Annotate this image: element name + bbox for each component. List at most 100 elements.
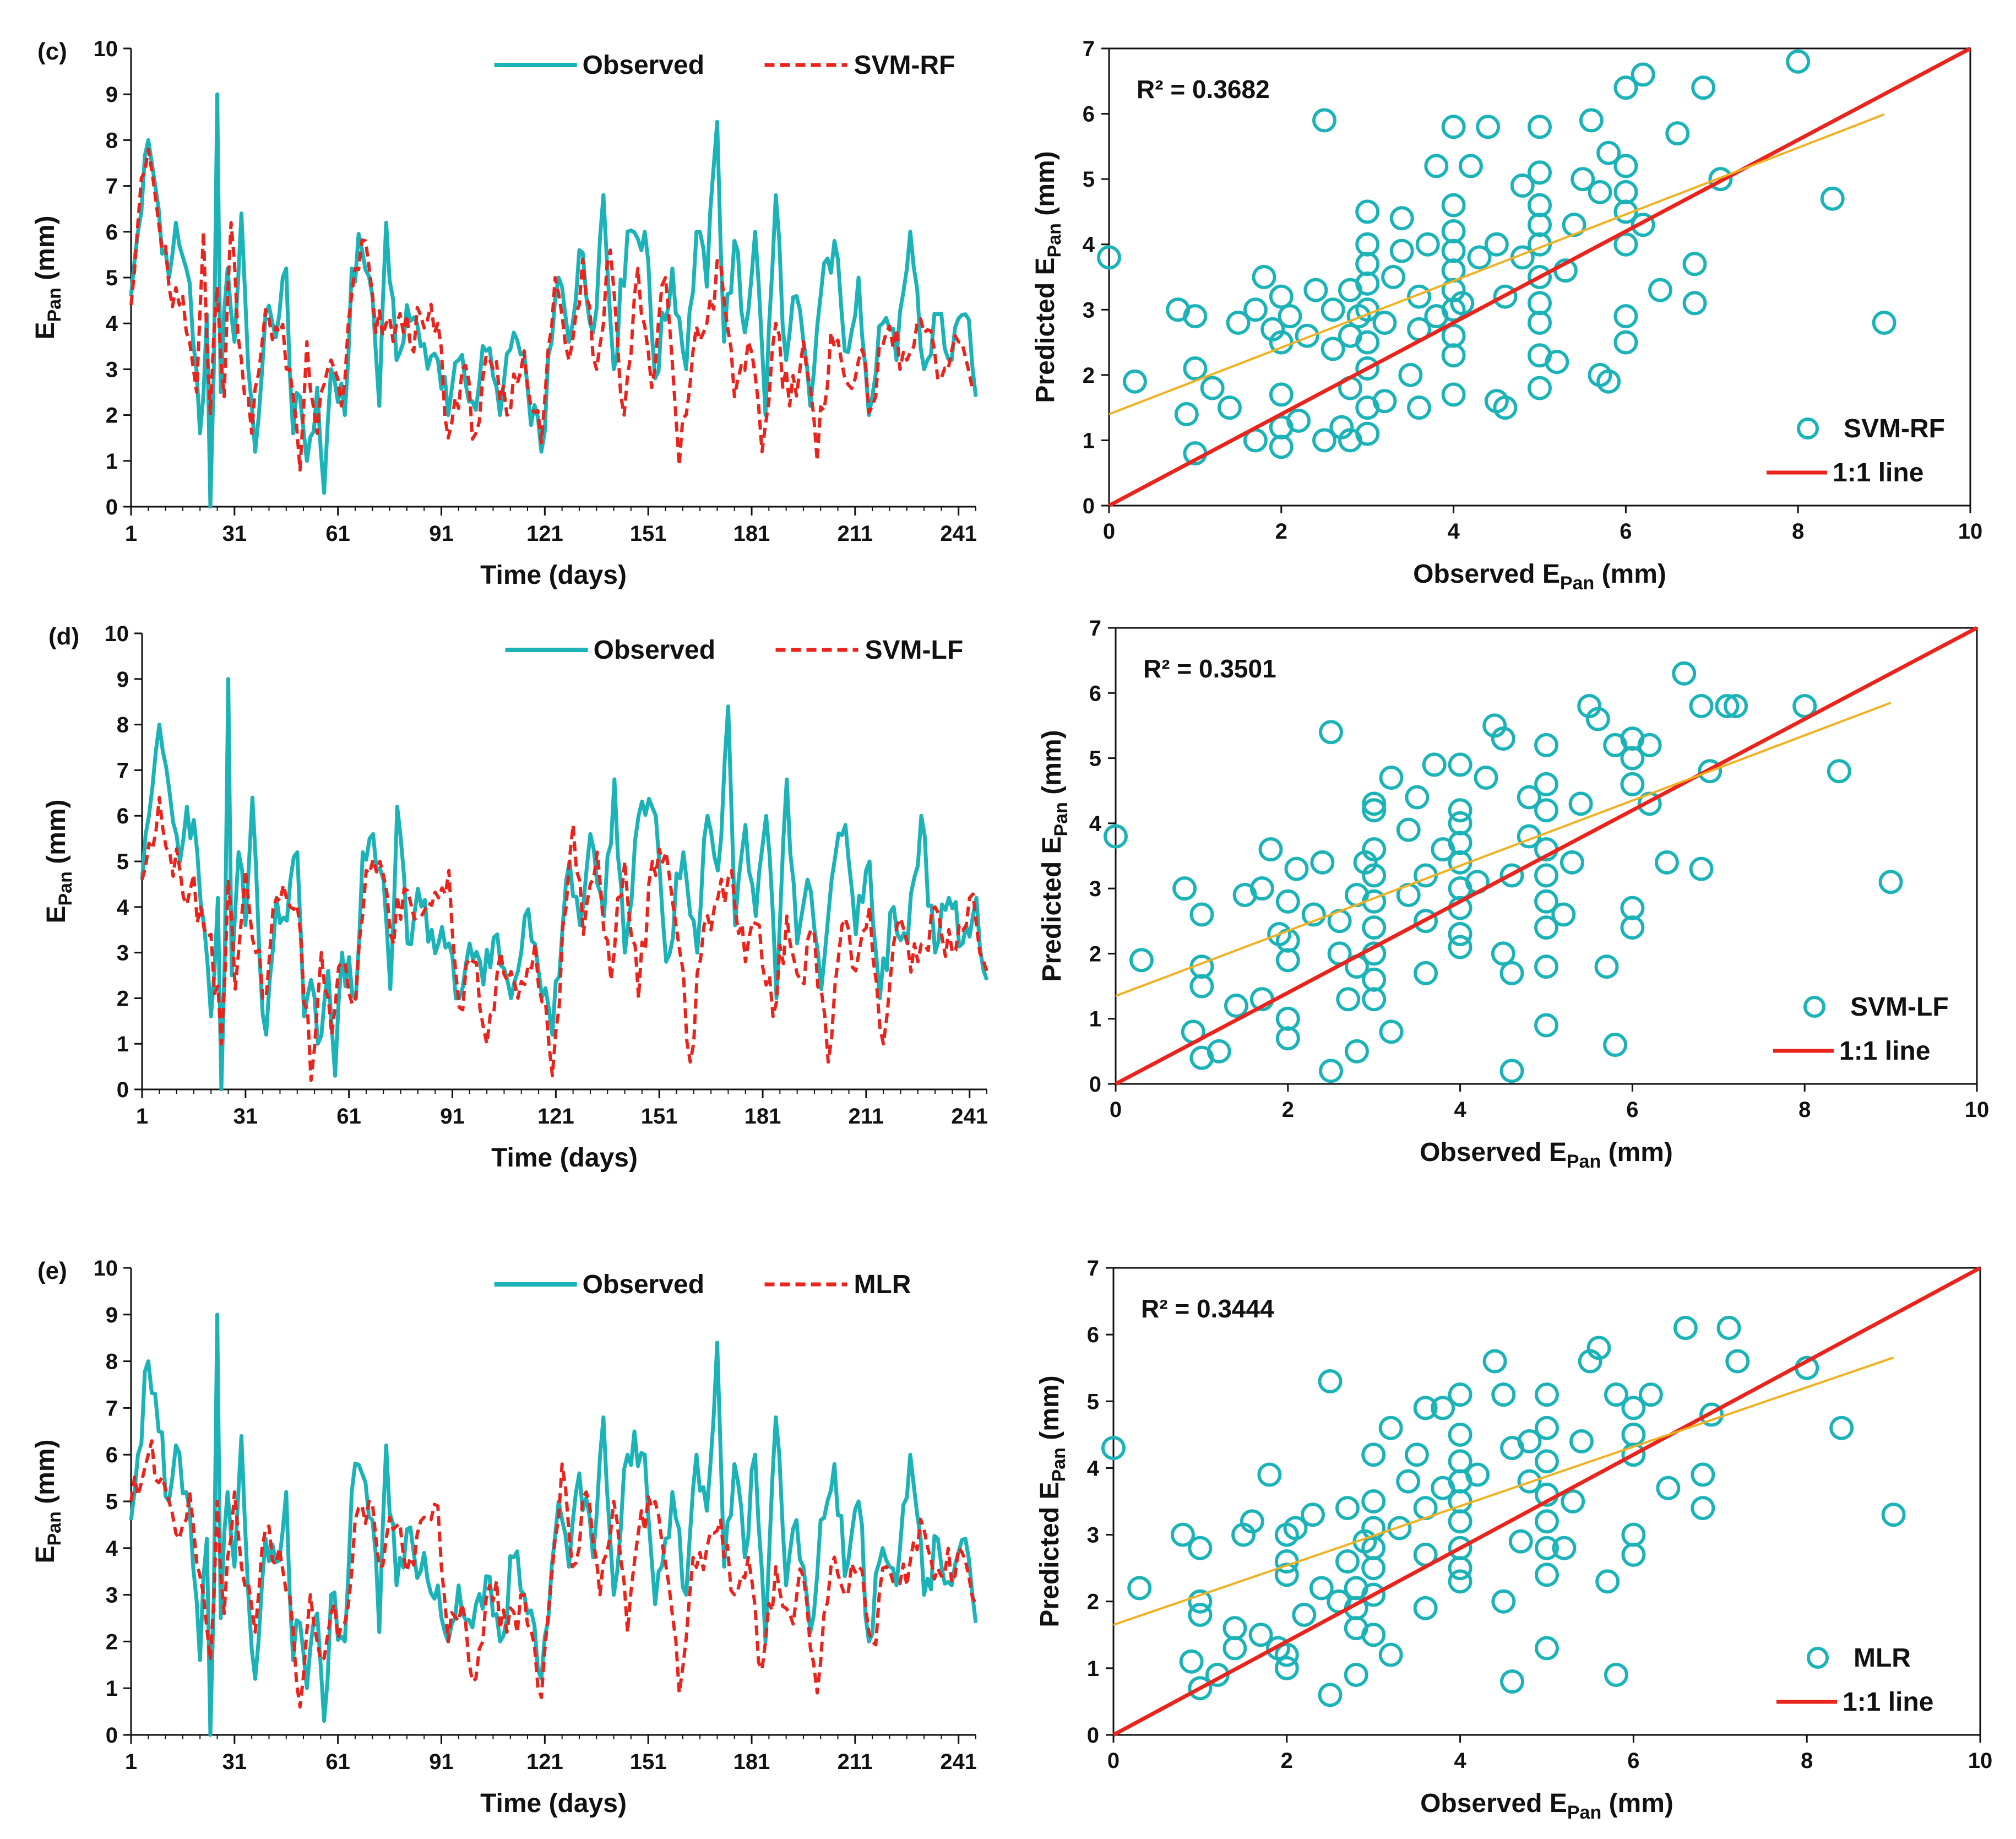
y-tick-label: 4 [1087, 1456, 1100, 1480]
x-tick-label: 211 [838, 1750, 873, 1774]
y-axis-label-group: EPan (mm) [31, 215, 65, 339]
x-tick-label: 4 [1454, 1749, 1466, 1773]
x-axis-label: Observed EPan (mm) [1420, 1138, 1673, 1172]
scatter-point [1243, 297, 1268, 322]
scatter-point [1283, 1516, 1308, 1540]
scatter-point [1278, 304, 1302, 329]
y-axis-label-group: EPan (mm) [31, 1439, 65, 1563]
x-tick-label: 61 [325, 1750, 350, 1774]
one-to-one-line [1112, 1266, 1981, 1737]
scatter-point [1535, 1415, 1559, 1440]
scatter-point [1528, 311, 1552, 335]
x-axis-label: Observed EPan (mm) [1420, 1789, 1673, 1823]
x-tick-label: 91 [429, 522, 454, 546]
scatter-point [1613, 180, 1638, 204]
y-axis-label-group: EPan (mm) [42, 799, 76, 923]
scatter-point [1465, 1462, 1490, 1487]
y-tick-label: 1 [117, 1032, 129, 1056]
y-tick-label: 0 [1087, 1723, 1099, 1748]
legend-model-label: SVM-LF [865, 636, 964, 665]
scatter-point [1415, 232, 1440, 257]
scatter-point [1534, 915, 1558, 940]
scatter-point [1656, 1475, 1681, 1500]
scatter-point [1240, 1509, 1264, 1534]
scatter-point [1309, 1576, 1334, 1601]
scatter-point [1372, 389, 1397, 414]
y-axis-label-main: E [31, 1546, 60, 1564]
series-observed [140, 677, 989, 1092]
scatter-point [1274, 1642, 1299, 1667]
scatter-point [1528, 291, 1552, 316]
scatter-point [1528, 213, 1552, 237]
y-axis-label-main: Predicted E [1031, 257, 1060, 403]
scatter-point [1528, 376, 1552, 400]
scatter-point [1691, 1496, 1715, 1521]
scatter-point [1467, 245, 1492, 270]
scatter-point [1396, 1469, 1421, 1494]
x-tick-label: 241 [951, 1104, 988, 1129]
x-axis-label-main: Observed E [1420, 1789, 1567, 1818]
scatter-point [1491, 726, 1515, 751]
scatter-point [1269, 284, 1294, 309]
scatter-point [1104, 824, 1128, 849]
scatter-point [1336, 987, 1361, 1012]
scatter-point [1355, 199, 1380, 224]
scatter-point [1172, 876, 1197, 901]
scatter-point [1303, 278, 1328, 302]
scatter-point [1361, 1623, 1386, 1647]
scatter-point [1274, 1656, 1299, 1680]
scatter-point [1188, 1536, 1213, 1560]
scatter-point [1387, 1516, 1412, 1540]
x-tick-label: 1 [136, 1104, 148, 1129]
legend-line-label: 1:1 line [1843, 1688, 1933, 1717]
scatter-point [1319, 720, 1343, 745]
scatter-point [1534, 772, 1558, 796]
y-axis-label: EPan (mm) [31, 1439, 65, 1563]
scatter-point [1407, 284, 1432, 309]
y-axis-label-sub: Pan [1044, 223, 1065, 257]
plot-frame [1108, 47, 1971, 507]
scatter-point [1621, 1396, 1646, 1420]
trend-line [1108, 113, 1885, 415]
scatter-point [1595, 1569, 1620, 1594]
x-tick-label: 241 [940, 1750, 977, 1774]
scatter-point [1545, 350, 1569, 375]
x-tick-label: 241 [940, 522, 977, 546]
scatter-point [1188, 1589, 1213, 1614]
scatter-point [1448, 1382, 1472, 1407]
scatter-point [1404, 1442, 1429, 1467]
scatter-point [1534, 863, 1558, 888]
scatter-point [1222, 1616, 1247, 1641]
scatter-point [1673, 1316, 1698, 1341]
scatter-point [1672, 661, 1697, 686]
scatter-point [1448, 1556, 1472, 1581]
scatter-point [1362, 915, 1387, 940]
x-axis-label-main: Observed E [1420, 1138, 1567, 1167]
scatter-point [1441, 238, 1466, 263]
y-tick-label: 10 [94, 1256, 118, 1281]
scatter-point [1448, 811, 1472, 836]
scatter-point [1689, 856, 1714, 881]
y-axis-label-sub: Pan [44, 287, 65, 322]
y-axis-label-unit: (mm) [1031, 151, 1060, 223]
scatter-point [1604, 1662, 1628, 1687]
x-tick-label: 10 [1958, 519, 1983, 544]
y-tick-label: 2 [106, 404, 118, 428]
x-tick-label: 4 [1447, 519, 1460, 544]
y-axis-label-unit: (mm) [1035, 1375, 1064, 1447]
scatter-point [1361, 1489, 1386, 1513]
scatter-point [1603, 1033, 1628, 1057]
scatter-point [1499, 863, 1524, 888]
y-tick-label: 1 [106, 1677, 118, 1701]
scatter-point [1620, 915, 1645, 940]
scatter-point [1389, 238, 1414, 263]
scatter-point [1362, 791, 1387, 816]
scatter-point [1355, 421, 1380, 446]
x-tick-label: 31 [233, 1104, 258, 1129]
scatter-point [1312, 428, 1336, 453]
y-tick-label: 6 [1083, 102, 1095, 127]
scatter-point [1829, 1415, 1854, 1440]
scatter-point [1301, 1502, 1325, 1527]
y-tick-label: 7 [106, 175, 118, 199]
